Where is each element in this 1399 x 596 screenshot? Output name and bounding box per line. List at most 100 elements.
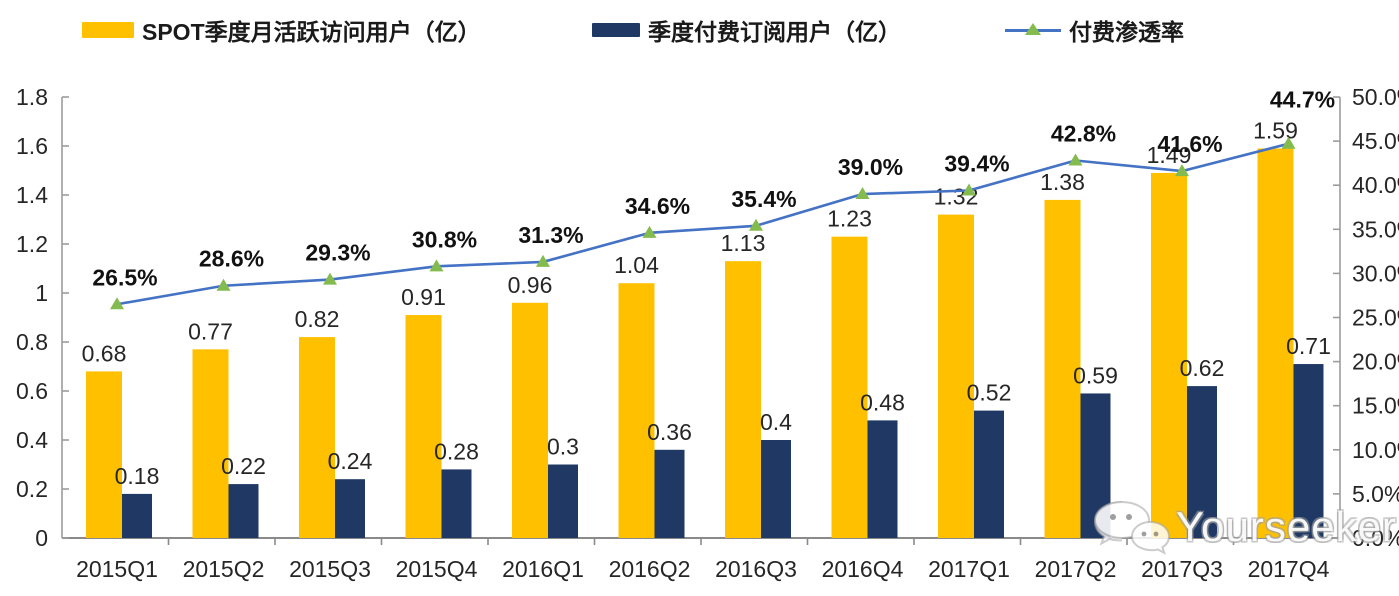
mau-bar <box>618 283 655 538</box>
mau-bar-label: 1.32 <box>934 184 979 210</box>
x-axis-label: 2017Q4 <box>1248 556 1330 582</box>
mau-bar-label: 0.91 <box>401 284 446 310</box>
penetration-marker <box>110 297 124 310</box>
right-axis-tick-label: 0.0% <box>1352 525 1399 551</box>
subs-bar-label: 0.18 <box>115 463 160 489</box>
mau-bar-label: 1.59 <box>1253 117 1298 143</box>
subs-bar <box>1080 393 1111 538</box>
mau-bar-label: 0.96 <box>508 272 553 298</box>
right-axis-tick-label: 25.0% <box>1352 305 1399 331</box>
penetration-label: 39.4% <box>944 150 1009 176</box>
penetration-label: 42.8% <box>1051 121 1116 147</box>
mau-bar-label: 0.68 <box>82 340 127 366</box>
subs-bar-label: 0.3 <box>547 434 579 460</box>
subs-bar-label: 0.22 <box>221 453 266 479</box>
right-axis-tick-label: 45.0% <box>1352 128 1399 154</box>
subs-bar-label: 0.52 <box>967 380 1012 406</box>
left-axis-tick-label: 0.6 <box>16 378 48 404</box>
mau-bar <box>1257 148 1294 538</box>
right-axis-tick-label: 5.0% <box>1352 481 1399 507</box>
mau-bar <box>86 371 122 538</box>
left-axis-tick-label: 0.4 <box>16 427 48 453</box>
left-axis-tick-label: 0.2 <box>16 476 48 502</box>
mau-bar <box>938 214 974 538</box>
right-axis-tick-label: 35.0% <box>1352 216 1399 242</box>
subs-bar-label: 0.28 <box>434 438 479 464</box>
penetration-label: 29.3% <box>305 240 370 266</box>
penetration-legend-label: 付费渗透率 <box>1069 19 1184 45</box>
mau-legend-swatch <box>82 22 134 38</box>
mau-legend-label: SPOT季度月活跃访问用户（亿） <box>142 19 481 45</box>
penetration-marker <box>1281 136 1296 149</box>
subs-bar-label: 0.62 <box>1180 355 1225 381</box>
x-axis-label: 2016Q4 <box>822 556 904 582</box>
penetration-marker <box>1068 153 1083 166</box>
triangle-marker-icon <box>1025 23 1041 35</box>
x-axis-label: 2017Q1 <box>928 556 1010 582</box>
penetration-marker <box>429 259 444 272</box>
right-axis-tick-label: 20.0% <box>1352 349 1399 375</box>
mau-bar-label: 1.23 <box>827 206 872 232</box>
penetration-marker <box>216 278 231 291</box>
penetration-label: 31.3% <box>518 222 583 248</box>
mau-bar-label: 1.38 <box>1040 169 1085 195</box>
subs-bar <box>335 479 365 538</box>
legend-item-mau: SPOT季度月活跃访问用户（亿） <box>82 16 481 45</box>
mau-bar <box>405 315 442 538</box>
penetration-label: 30.8% <box>412 226 477 252</box>
mau-bar <box>1151 172 1187 538</box>
penetration-label: 44.7% <box>1270 87 1335 113</box>
penetration-label: 39.0% <box>838 154 903 180</box>
subs-bar-label: 0.24 <box>328 448 373 474</box>
right-axis-tick-label: 10.0% <box>1352 437 1399 463</box>
x-axis-label: 2017Q3 <box>1141 556 1223 582</box>
subs-bar <box>654 449 685 538</box>
mau-bar <box>299 337 335 538</box>
subs-bar-label: 0.4 <box>760 409 792 435</box>
subs-bar-label: 0.36 <box>647 419 692 445</box>
penetration-label: 28.6% <box>199 246 264 272</box>
penetration-label: 34.6% <box>625 193 690 219</box>
mau-bar <box>512 302 548 538</box>
subs-bar-label: 0.71 <box>1286 333 1331 359</box>
x-axis-label: 2015Q4 <box>396 556 478 582</box>
penetration-label: 26.5% <box>92 264 157 290</box>
mau-bar-label: 1.13 <box>721 230 766 256</box>
subs-bar <box>867 420 898 538</box>
right-axis-tick-label: 50.0% <box>1352 84 1399 110</box>
legend-item-penetration: 付费渗透率 <box>1005 16 1184 45</box>
mau-bar-label: 0.77 <box>188 318 233 344</box>
subs-bar <box>441 469 472 538</box>
x-axis-label: 2016Q1 <box>502 556 584 582</box>
x-axis-label: 2017Q2 <box>1035 556 1117 582</box>
mau-bar-label: 1.04 <box>614 252 659 278</box>
right-axis-tick-label: 15.0% <box>1352 393 1399 419</box>
subscribers-legend-swatch <box>592 23 640 37</box>
subscribers-legend-label: 季度付费订阅用户（亿） <box>648 19 901 45</box>
penetration-label: 41.6% <box>1157 131 1222 157</box>
left-axis-tick-label: 1 <box>35 280 48 306</box>
penetration-marker <box>536 254 550 267</box>
penetration-marker <box>642 225 657 238</box>
subs-bar <box>1187 386 1217 538</box>
x-axis-label: 2015Q2 <box>183 556 265 582</box>
mau-bar-label: 1.49 <box>1147 142 1192 168</box>
x-axis-label: 2016Q2 <box>609 556 691 582</box>
right-axis-tick-label: 30.0% <box>1352 260 1399 286</box>
penetration-marker <box>962 183 976 196</box>
mau-bar <box>831 236 868 538</box>
legend-item-subscribers: 季度付费订阅用户（亿） <box>592 16 901 45</box>
subs-bar <box>1293 364 1324 538</box>
left-axis-tick-label: 1.8 <box>16 84 48 110</box>
penetration-label: 35.4% <box>731 186 796 212</box>
left-axis-tick-label: 0 <box>35 525 48 551</box>
subs-bar <box>122 493 152 538</box>
subs-bar <box>761 440 791 538</box>
penetration-marker <box>749 218 763 231</box>
subs-bar-label: 0.59 <box>1073 362 1118 388</box>
right-axis-tick-label: 40.0% <box>1352 172 1399 198</box>
x-axis-label: 2016Q3 <box>715 556 797 582</box>
x-axis-label: 2015Q1 <box>76 556 158 582</box>
